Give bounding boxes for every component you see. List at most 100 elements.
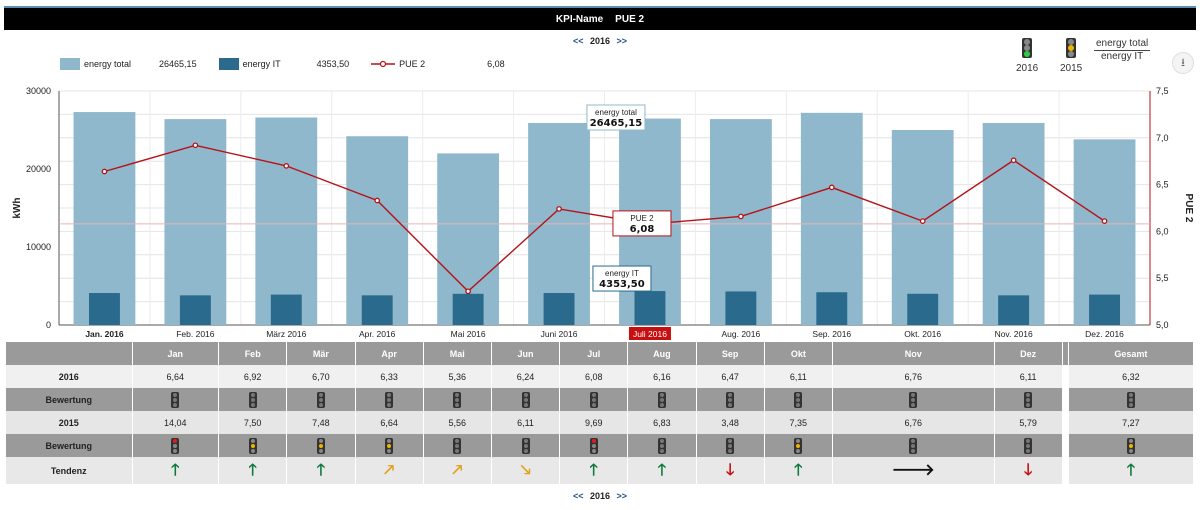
legend-swatch (218, 58, 239, 70)
traffic-light-icon (316, 391, 325, 408)
point-pue (1101, 218, 1108, 224)
table-cell (627, 434, 697, 457)
y-right-tick-label: 7,5 (1156, 86, 1169, 96)
prev-year-button[interactable]: << (572, 36, 584, 46)
tooltip-energy-it-label: energy IT (605, 269, 639, 278)
traffic-light-icon (657, 391, 666, 408)
y-axis-title: kWh (12, 197, 23, 218)
tooltip-energy-total-label: energy total (595, 108, 637, 117)
table-cell (994, 388, 1063, 411)
bar-energy-it (179, 295, 211, 325)
kpi-formula: energy total energy IT (1094, 38, 1151, 62)
table-gap (1062, 342, 1069, 365)
traffic-light-icon (521, 391, 530, 408)
formula-denominator: energy IT (1101, 51, 1144, 62)
table-cell: 7,27 (1068, 411, 1195, 434)
column-header: Apr (355, 342, 424, 365)
table-gap (1062, 388, 1069, 411)
table-cell: 9,69 (559, 411, 629, 434)
table-cell: 6,33 (355, 365, 424, 388)
traffic-light-icon (453, 391, 462, 408)
table-cell (491, 434, 561, 457)
table-corner (6, 342, 133, 365)
y-right-tick-label: 5,5 (1156, 273, 1169, 283)
traffic-light-icon (1066, 38, 1077, 58)
trend-arrow-up-icon: 🡑 (1126, 461, 1136, 479)
point-pue (465, 288, 471, 295)
trend-arrow-up-icon: 🡑 (248, 461, 257, 479)
row-label: 2016 (6, 365, 133, 388)
trend-arrow-down-icon: 🡓 (1023, 461, 1033, 479)
kpi-table: Jan Feb Mär Apr Mai Jun Jul Aug Sep Okt Nov Dez Gesa… (6, 342, 1195, 484)
bar-energy-it (907, 293, 939, 325)
table-cell: 🡑 (132, 457, 220, 484)
table-cell: 🡖 (491, 457, 561, 484)
table-gap (1062, 457, 1069, 484)
y-right-tick-label: 5,0 (1156, 320, 1169, 330)
row-label: Bewertung (6, 388, 133, 411)
column-header: Feb (218, 342, 288, 365)
row-label: 2015 (6, 411, 133, 434)
traffic-light-icon (453, 437, 462, 454)
y-right-tick-label: 6,5 (1156, 180, 1169, 190)
download-button[interactable]: ⭳ (1172, 52, 1194, 74)
point-pue (738, 213, 744, 220)
tooltip-pue-box (612, 210, 672, 237)
prev-year-button[interactable]: << (572, 491, 584, 501)
table-cell (764, 434, 833, 457)
table-cell (627, 388, 697, 411)
bar-energy-total (891, 130, 954, 325)
legend-value: 6,08 (487, 59, 505, 69)
y-tick-label: 20000 (26, 164, 51, 174)
table-cell (832, 434, 995, 457)
next-year-button[interactable]: >> (616, 36, 628, 46)
legend-item-pue[interactable]: PUE 2 6,08 (371, 59, 527, 69)
bar-energy-it (543, 293, 575, 325)
x-tick-label: Jan. 2016 (85, 329, 124, 339)
year-label: 2016 (589, 491, 611, 501)
bar-energy-it (725, 291, 757, 325)
x-tick-label: Mai 2016 (451, 329, 486, 339)
point-pue (556, 206, 562, 212)
next-year-button[interactable]: >> (616, 491, 628, 501)
row-label: Tendenz (6, 457, 133, 484)
line-pue (104, 144, 1105, 293)
table-cell: 6,11 (764, 365, 833, 388)
trend-arrow-up-icon: 🡑 (316, 461, 326, 479)
x-tick-label: Sep. 2016 (812, 329, 851, 339)
table-cell (218, 434, 288, 457)
bar-energy-it (270, 294, 302, 325)
legend-item-energy-it[interactable]: energy IT 4353,50 (218, 58, 372, 70)
bar-energy-it (634, 291, 666, 325)
traffic-light-icon (794, 437, 803, 454)
table-cell (286, 434, 356, 457)
trend-arrow-up-icon: 🡑 (589, 461, 598, 479)
column-header: Mär (286, 342, 356, 365)
bar-energy-total (709, 119, 772, 325)
table-gap (1062, 411, 1069, 434)
x-tick-label: Juli 2016 (633, 329, 667, 339)
table-cell: 6,76 (832, 411, 995, 434)
legend-line-marker (371, 60, 396, 68)
point-pue (919, 218, 926, 224)
bar-energy-total (164, 119, 227, 325)
year-navigation-bottom: << 2016 >> (0, 491, 1200, 501)
traffic-light-icon (657, 437, 666, 454)
y-right-tick-label: 7,0 (1156, 133, 1169, 143)
table-cell: 🡑 (218, 457, 288, 484)
table-cell: 7,50 (218, 411, 288, 434)
table-cell: 6,16 (627, 365, 697, 388)
table-cell: 6,24 (491, 365, 561, 388)
traffic-light-icon (171, 391, 180, 408)
table-gap (1062, 365, 1069, 388)
table-cell: 3,48 (696, 411, 765, 434)
x-tick-label: Aug. 2016 (721, 329, 760, 339)
table-cell: 🡑 (1068, 457, 1195, 484)
tooltip-energy-it-value: 4353,50 (599, 279, 645, 290)
table-row-rating-2015: Bewertung (6, 434, 1195, 457)
legend-value: 4353,50 (316, 59, 350, 69)
legend-item-energy-total[interactable]: energy total 26465,15 (60, 58, 219, 70)
traffic-light-icon (726, 391, 735, 408)
table-header-row: Jan Feb Mär Apr Mai Jun Jul Aug Sep Okt Nov Dez Gesa… (6, 342, 1195, 365)
year-navigation-top: << 2016 >> (0, 36, 1200, 46)
